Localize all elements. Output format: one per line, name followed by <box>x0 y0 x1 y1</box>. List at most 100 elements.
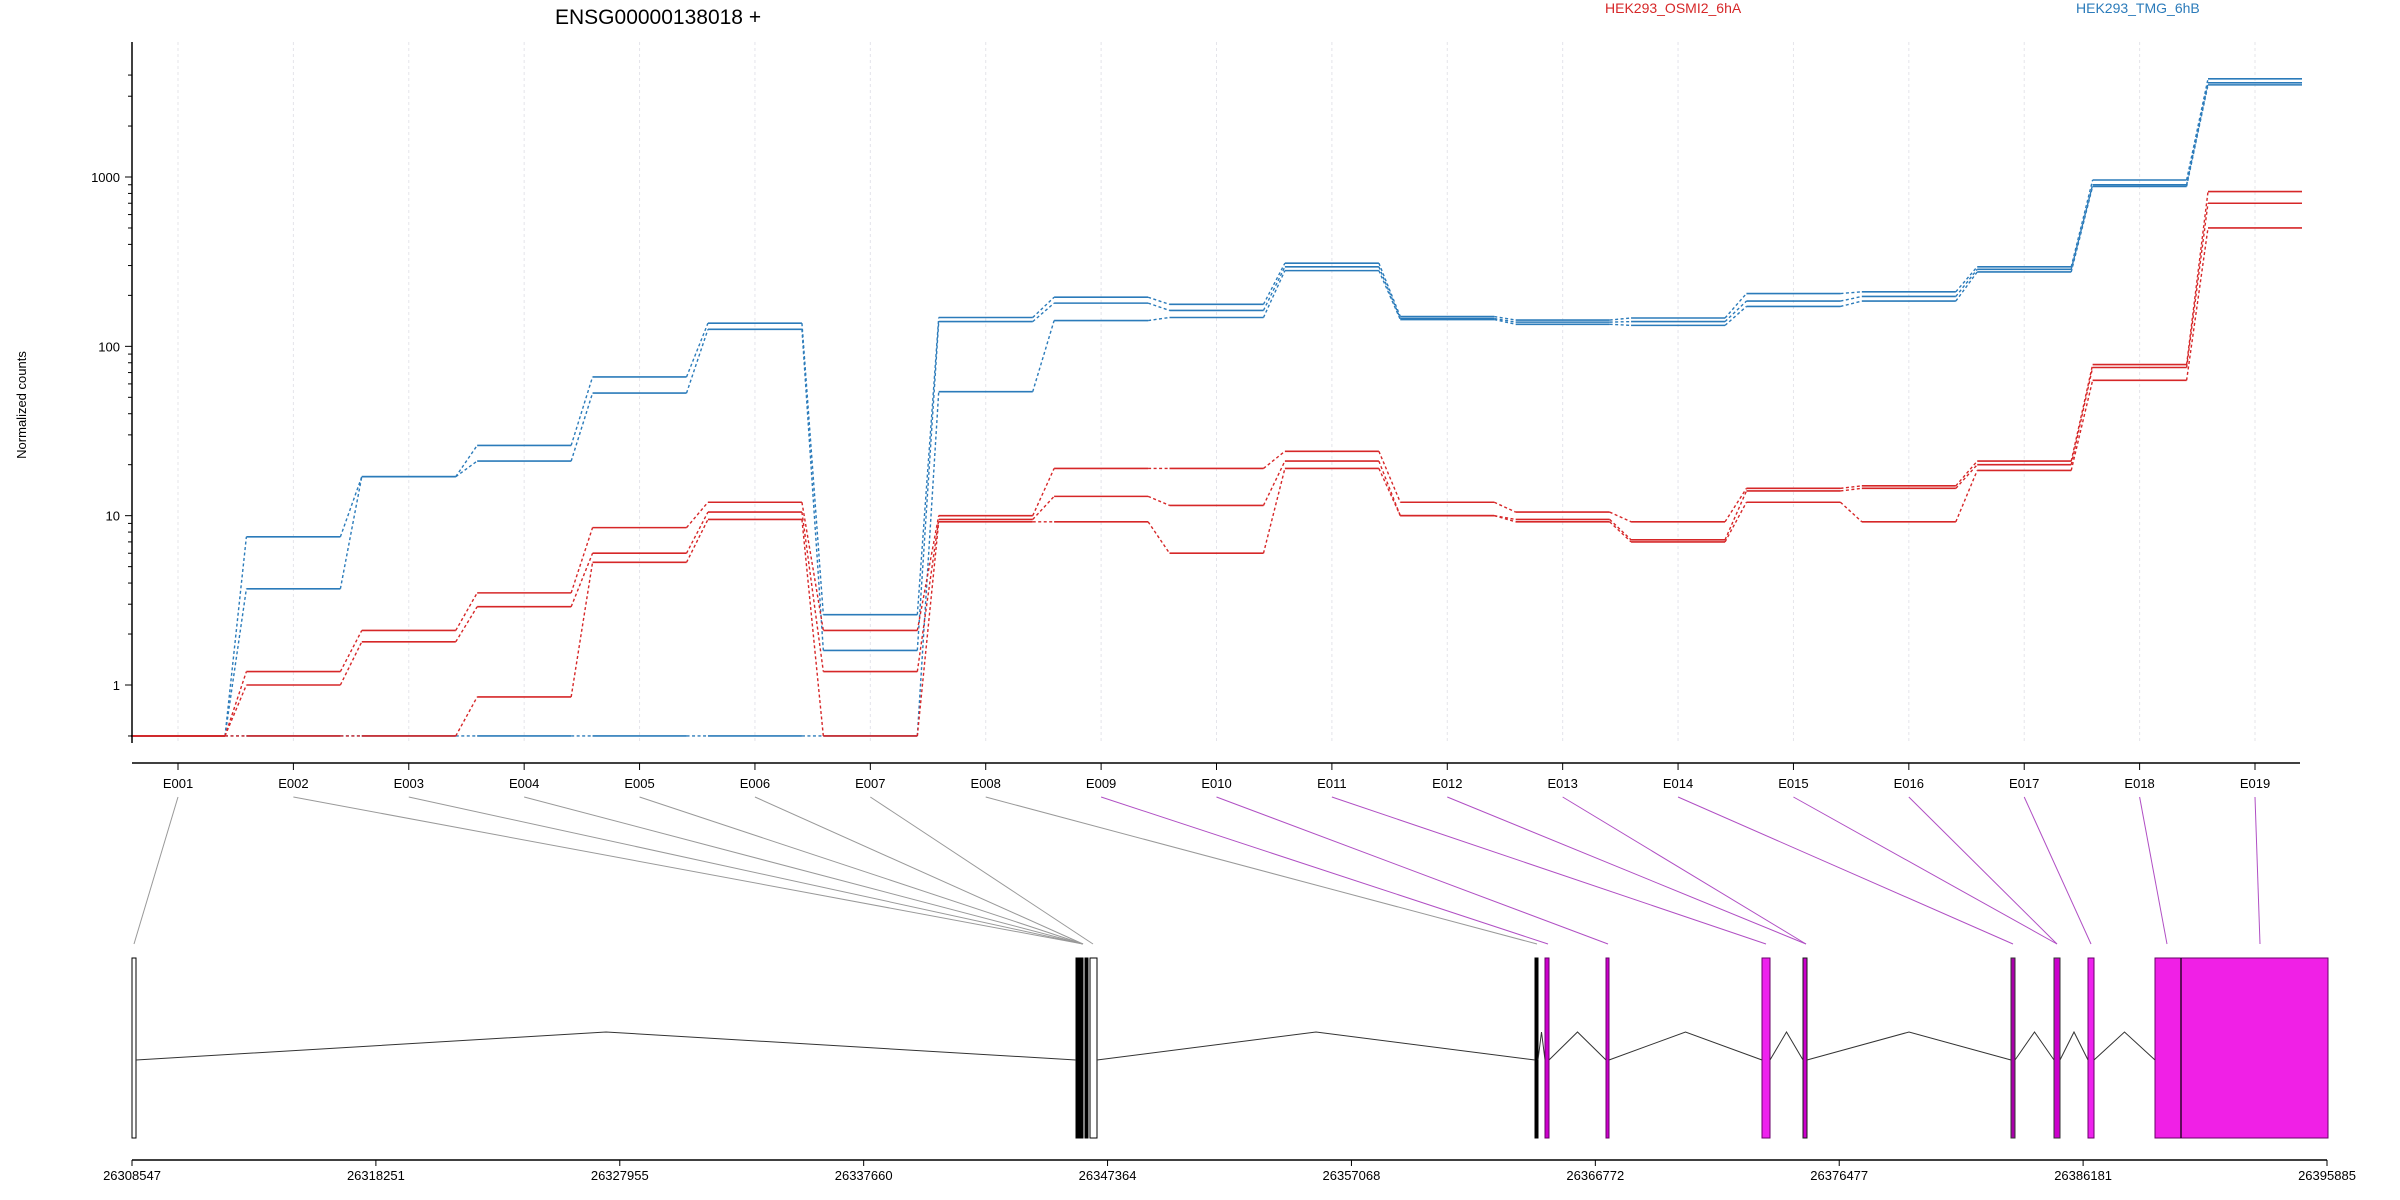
series-transition <box>1724 300 1747 323</box>
x-tick-label-e012: E012 <box>1432 776 1462 791</box>
series-transition <box>2185 78 2209 181</box>
series-transition <box>339 641 363 686</box>
connector-e008 <box>985 796 1538 945</box>
series-transition <box>1609 320 1632 323</box>
intron-line <box>2093 1031 2156 1061</box>
series-transition <box>1032 468 1055 516</box>
series-transition <box>1609 511 1632 523</box>
series-transition <box>1724 490 1748 541</box>
series-transition <box>455 592 478 631</box>
x-tick-label-e003: E003 <box>394 776 424 791</box>
series-transition <box>339 630 363 672</box>
connector-e017 <box>2023 796 2092 945</box>
x-tick-label-e010: E010 <box>1201 776 1231 791</box>
connector-e010 <box>1216 796 1609 945</box>
series-transition <box>570 562 594 698</box>
exon-block-4 <box>1084 957 1089 1139</box>
series-transition <box>1955 266 1978 293</box>
connector-e018 <box>2139 796 2168 945</box>
series-transition <box>916 391 940 737</box>
exon-block-3 <box>1079 957 1084 1139</box>
coord-tick-label: 26357068 <box>1323 1168 1381 1183</box>
intron-line <box>2014 1031 2055 1061</box>
coord-tick-label: 26327955 <box>591 1168 649 1183</box>
connector-e007 <box>870 796 1094 945</box>
series-transition <box>1263 450 1286 470</box>
coord-tick-label: 26366772 <box>1566 1168 1624 1183</box>
series-transition <box>1147 495 1170 507</box>
series-transition <box>224 588 248 737</box>
x-tick-label-e015: E015 <box>1778 776 1808 791</box>
exon-block-14 <box>2154 957 2329 1139</box>
series-transition <box>1262 460 1286 506</box>
x-tick-label-e011: E011 <box>1317 776 1346 791</box>
series-transition <box>1378 460 1401 516</box>
x-tick-label-e006: E006 <box>740 776 770 791</box>
coord-tick-label: 26376477 <box>1810 1168 1868 1183</box>
intron-line <box>1806 1031 2012 1061</box>
coord-tick-label: 26308547 <box>103 1168 161 1183</box>
x-tick-label-e016: E016 <box>1894 776 1924 791</box>
series-transition <box>685 322 709 378</box>
series-transition <box>1378 468 1401 516</box>
x-tick-label-e004: E004 <box>509 776 539 791</box>
series-transition <box>1262 266 1286 311</box>
x-tick-label-e014: E014 <box>1663 776 1693 791</box>
series-transition <box>916 317 940 615</box>
x-tick-label-e017: E017 <box>2009 776 2039 791</box>
connector-e002 <box>293 796 1084 945</box>
series-transition <box>1378 270 1401 320</box>
grid-lines <box>177 42 2256 743</box>
series-transition <box>1840 300 1863 308</box>
series-transition <box>801 511 825 672</box>
connector-e004 <box>524 796 1084 945</box>
intron-line <box>2059 1030 2089 1061</box>
series-transition <box>570 552 594 607</box>
y-tick-label: 1 <box>113 678 120 693</box>
y-tick-label: 100 <box>98 339 120 354</box>
series-transition <box>1147 302 1170 312</box>
series-transition <box>801 323 825 615</box>
series-transition <box>1493 501 1516 513</box>
series-transition <box>685 519 709 563</box>
series-transition <box>455 460 478 478</box>
intron-line <box>1096 1031 1536 1061</box>
series-transition <box>1840 487 1862 492</box>
series-transition <box>1955 268 1978 297</box>
connector-e016 <box>1908 796 2058 945</box>
series-transition <box>2070 364 2094 462</box>
series-transition <box>1262 262 1286 305</box>
y-axis-label: Normalized counts <box>14 351 29 459</box>
y-tick-label: 1000 <box>91 170 120 185</box>
exon-block-12 <box>2053 957 2061 1139</box>
exon-block-2 <box>1075 957 1080 1139</box>
coord-tick-label: 26347364 <box>1079 1168 1137 1183</box>
series-transition <box>2070 367 2094 465</box>
coord-tick-label: 26337660 <box>835 1168 893 1183</box>
series-lines <box>131 78 2302 737</box>
x-tick-label-e008: E008 <box>971 776 1001 791</box>
series-transition <box>1609 521 1632 543</box>
series-transition <box>570 527 594 594</box>
gene-model: 26308547 26318251 26327955 26337660 26347364… <box>103 957 2356 1183</box>
intron-line <box>1537 1031 1546 1061</box>
connector-e005 <box>639 796 1084 945</box>
connector-e009 <box>1100 796 1549 945</box>
series-transition <box>1262 270 1286 318</box>
connector-e011 <box>1331 796 1767 945</box>
y-tick-label: 10 <box>106 509 120 524</box>
series-transition <box>1494 317 1516 323</box>
series-transition <box>1955 464 1978 489</box>
intron-line <box>1548 1031 1607 1061</box>
series-transition <box>2185 203 2209 368</box>
series-transition <box>2185 191 2209 365</box>
series-transition <box>801 329 825 651</box>
exon-block-5 <box>1089 957 1098 1139</box>
series-transition <box>1955 460 1978 487</box>
series-transition <box>455 445 478 478</box>
series-transition <box>916 521 940 737</box>
series-transition <box>1032 302 1055 323</box>
exon-block-1 <box>131 957 137 1139</box>
exon-block-13 <box>2087 957 2095 1139</box>
